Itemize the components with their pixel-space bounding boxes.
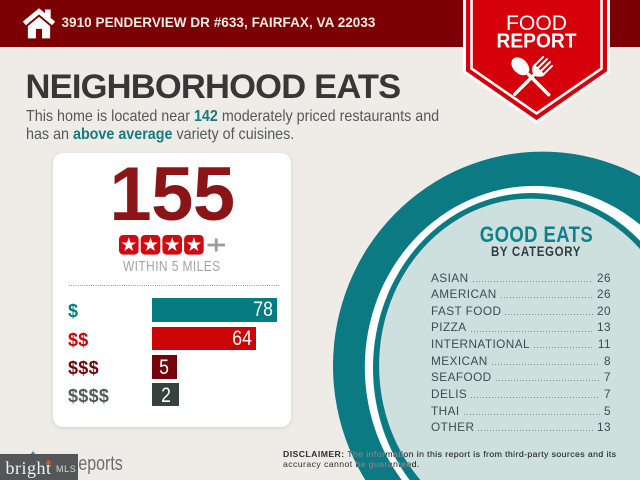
svg-text:REPORT: REPORT	[497, 30, 577, 53]
svg-text:FOOD: FOOD	[506, 11, 567, 35]
